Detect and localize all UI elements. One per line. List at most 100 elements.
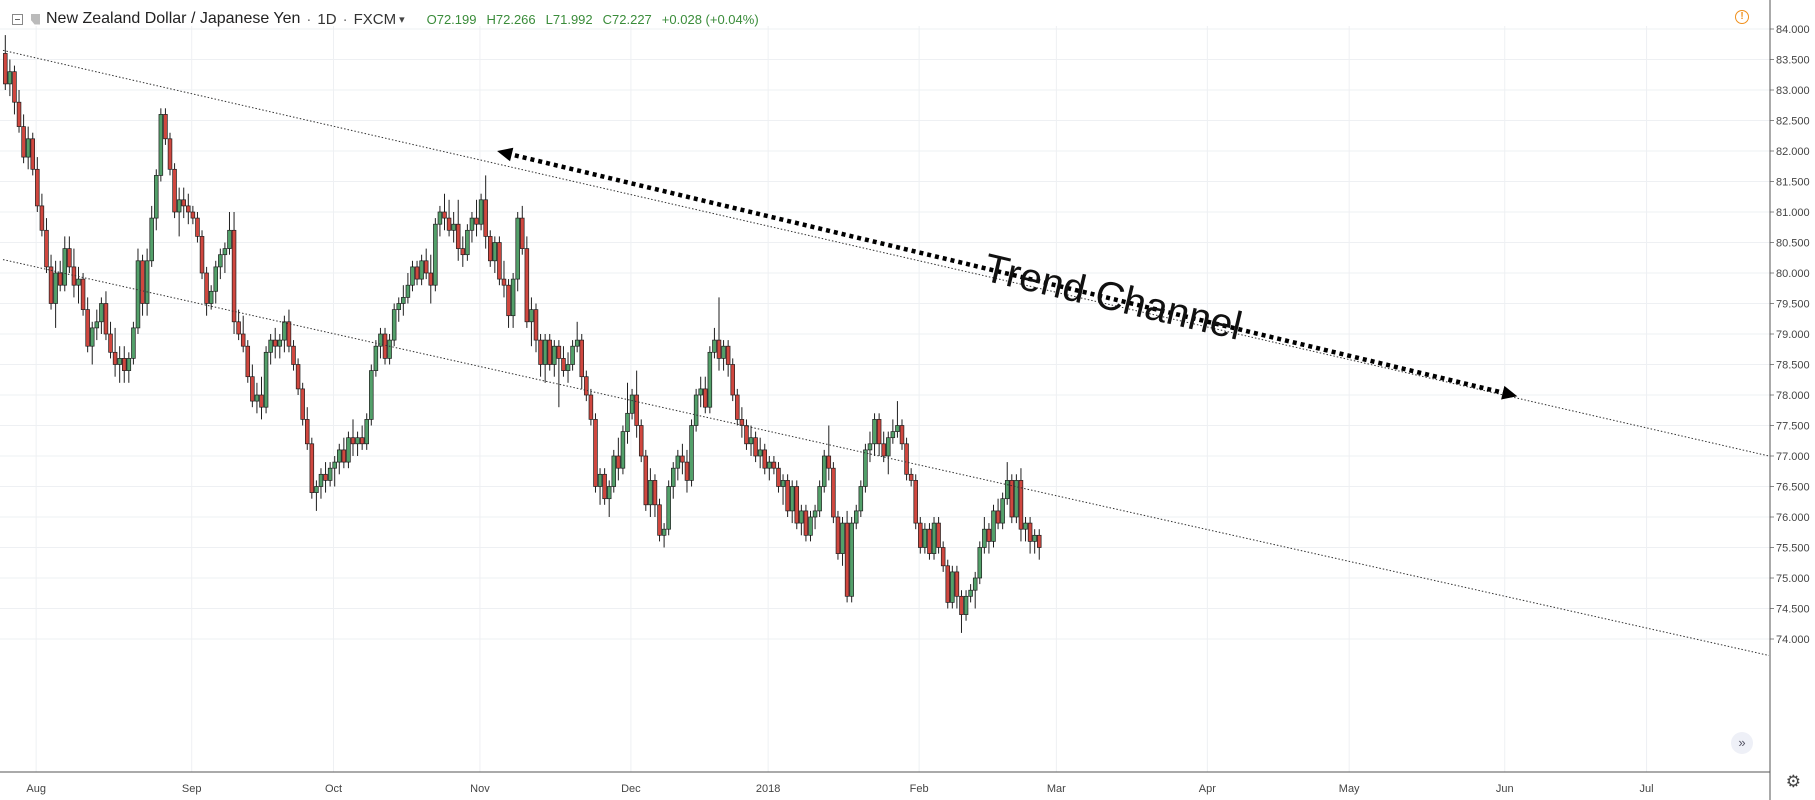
candle-body-down [167, 138, 173, 170]
candle-body-down [460, 248, 466, 256]
candle [16, 90, 22, 133]
candle-body-down [199, 236, 205, 274]
candle [721, 340, 726, 371]
candle-body-down [876, 419, 882, 445]
candle [625, 382, 630, 444]
flag-icon [31, 13, 40, 25]
candle [748, 425, 754, 456]
candle [423, 248, 429, 280]
candle [840, 517, 845, 566]
candle [629, 388, 635, 420]
y-tick-label: 75.000 [1776, 573, 1810, 585]
candle-body-down [323, 473, 328, 481]
candle-body-down [986, 528, 992, 542]
candle-body-up [689, 425, 694, 481]
exchange-label[interactable]: FXCM [353, 10, 397, 28]
candle-body-down [442, 211, 447, 219]
x-tick-label: Dec [621, 783, 641, 795]
candle-body-up [277, 339, 283, 347]
candle-body-up [263, 351, 269, 408]
candle-body-down [423, 260, 429, 274]
candle [602, 468, 607, 505]
candle-body-down [295, 364, 301, 390]
candle-body-up [867, 443, 873, 451]
candle-body-down [163, 114, 168, 140]
candle-body-up [410, 266, 415, 286]
candle-body-down [259, 394, 264, 408]
chevron-down-icon[interactable]: ▾ [399, 13, 405, 26]
candle-body-up [748, 437, 754, 445]
candle-body-down [520, 217, 525, 249]
candle-body-up [53, 272, 58, 304]
x-tick-label: Feb [910, 783, 929, 795]
candle-body-down [995, 510, 1001, 524]
candle-body-down [561, 358, 566, 371]
candle [931, 517, 937, 560]
candle [396, 297, 402, 322]
candle-body-up [378, 333, 383, 347]
candle [71, 248, 77, 298]
candle-body-down [657, 504, 662, 536]
candle [149, 205, 154, 267]
candle [661, 523, 667, 548]
candle-body-up [369, 370, 374, 420]
candle [442, 193, 447, 231]
candle-body-down [30, 138, 36, 170]
candle-body-down [428, 272, 434, 286]
candle [579, 334, 584, 389]
candle [1000, 492, 1005, 530]
candle-body-down [730, 364, 735, 396]
candle-body-down [936, 522, 941, 548]
candle [735, 388, 740, 426]
candle-body-down [181, 199, 186, 207]
candle-body-up [799, 510, 804, 524]
open-value: O72.199 [426, 11, 477, 27]
y-tick-label: 82.500 [1776, 116, 1810, 128]
candle-body-up [154, 175, 159, 219]
interval-label[interactable]: 1D [317, 10, 337, 28]
candle-body-down [48, 266, 54, 304]
candle [785, 474, 790, 517]
y-tick-label: 77.500 [1776, 421, 1810, 433]
candle [652, 474, 658, 517]
y-tick-label: 79.000 [1776, 329, 1810, 341]
candle [410, 260, 415, 292]
x-tick-label: Sep [182, 783, 202, 795]
candle-body-up [574, 339, 580, 347]
candle [899, 419, 905, 450]
candle [963, 590, 969, 621]
candle-body-up [76, 278, 81, 286]
candle [863, 443, 868, 493]
candle [780, 474, 786, 505]
gear-icon[interactable]: ⚙ [1785, 772, 1801, 791]
fast-forward-icon[interactable]: » [1731, 732, 1753, 754]
candle-body-up [991, 510, 996, 542]
candle [895, 401, 900, 438]
candle [227, 212, 232, 255]
candle [167, 132, 173, 176]
candle [538, 334, 543, 377]
candle-body-down [236, 321, 241, 335]
candle-body-down [899, 425, 905, 445]
candle [1023, 517, 1028, 542]
candle [776, 462, 781, 493]
candle [272, 327, 278, 359]
candle [144, 248, 150, 316]
candle [515, 212, 520, 292]
collapse-icon[interactable] [12, 13, 23, 25]
candle [57, 260, 63, 292]
candle [428, 254, 434, 304]
candle-body-up [1023, 522, 1028, 530]
warning-icon[interactable]: ! [1735, 10, 1749, 24]
candle [455, 199, 461, 261]
lower-channel-line [2, 259, 1770, 656]
candle-body-up [982, 528, 987, 548]
candle [670, 462, 676, 499]
symbol-title[interactable]: New Zealand Dollar / Japanese Yen [46, 10, 301, 27]
separator: · [342, 10, 348, 28]
candle [913, 474, 918, 530]
candle-body-down [488, 236, 493, 262]
candle [131, 321, 136, 365]
